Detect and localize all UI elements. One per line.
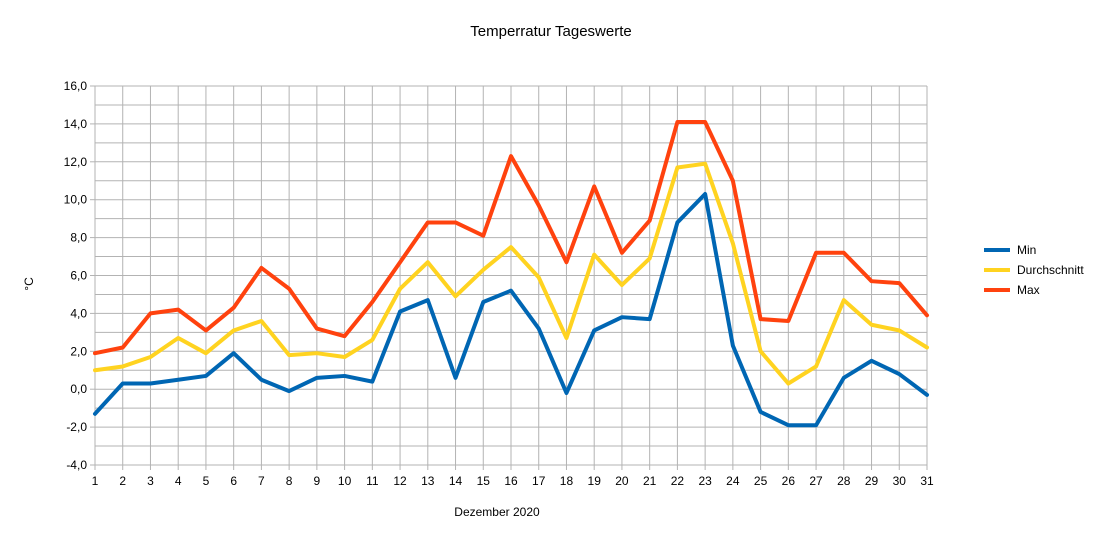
chart-title: Temperratur Tageswerte bbox=[470, 23, 631, 40]
x-tick-label: 3 bbox=[147, 474, 154, 488]
x-tick-label: 30 bbox=[893, 474, 907, 488]
x-tick-label: 14 bbox=[449, 474, 463, 488]
x-tick-label: 6 bbox=[230, 474, 237, 488]
y-axis-label: °C bbox=[22, 277, 36, 291]
series-line-min bbox=[93, 192, 929, 428]
x-tick-label: 16 bbox=[504, 474, 518, 488]
x-tick-label: 9 bbox=[314, 474, 321, 488]
x-tick-label: 15 bbox=[477, 474, 491, 488]
plot-lines bbox=[93, 120, 929, 428]
x-tick-label: 2 bbox=[119, 474, 126, 488]
x-tick-label: 19 bbox=[588, 474, 602, 488]
y-tick-label: 14,0 bbox=[64, 117, 88, 131]
x-tick-label: 1 bbox=[92, 474, 99, 488]
chart-legend: Min Durchschnitt Max bbox=[984, 243, 1084, 297]
x-tick-label: 28 bbox=[837, 474, 851, 488]
y-tick-label: 16,0 bbox=[64, 79, 88, 93]
y-tick-label: 4,0 bbox=[70, 306, 87, 320]
x-tick-label: 29 bbox=[865, 474, 879, 488]
x-tick-label: 26 bbox=[782, 474, 796, 488]
y-axis-ticks: -4,0 -2,0 0,0 2,0 4,0 6,0 8,0 10,0 12,0 14,0 16,0 bbox=[64, 79, 95, 472]
y-tick-label: 12,0 bbox=[64, 155, 88, 169]
x-tick-label: 20 bbox=[615, 474, 629, 488]
x-tick-label: 27 bbox=[809, 474, 823, 488]
x-tick-label: 11 bbox=[366, 474, 379, 488]
x-tick-label: 4 bbox=[175, 474, 182, 488]
y-tick-label: 8,0 bbox=[70, 231, 87, 245]
x-tick-label: 31 bbox=[920, 474, 934, 488]
legend-label: Durchschnitt bbox=[1017, 263, 1084, 277]
legend-label: Min bbox=[1017, 243, 1036, 257]
y-tick-label: 0,0 bbox=[70, 382, 87, 396]
x-tick-label: 18 bbox=[560, 474, 574, 488]
x-tick-label: 21 bbox=[643, 474, 657, 488]
series-line-max bbox=[93, 120, 929, 356]
x-tick-label: 10 bbox=[338, 474, 352, 488]
y-tick-label: -4,0 bbox=[66, 458, 87, 472]
x-tick-label: 23 bbox=[698, 474, 712, 488]
x-tick-label: 22 bbox=[671, 474, 685, 488]
x-tick-label: 17 bbox=[532, 474, 546, 488]
series-line-durchschnitt bbox=[93, 161, 929, 386]
x-tick-label: 7 bbox=[258, 474, 265, 488]
x-tick-label: 25 bbox=[754, 474, 768, 488]
y-tick-label: -2,0 bbox=[66, 420, 87, 434]
y-tick-label: 10,0 bbox=[64, 193, 88, 207]
x-tick-label: 12 bbox=[393, 474, 407, 488]
x-axis-ticks: 1 2 3 4 5 6 7 8 9 10 11 12 13 14 15 16 17 18 19 20 21 22 23 24 2… bbox=[92, 465, 934, 488]
plot-grid bbox=[94, 85, 928, 466]
x-tick-label: 24 bbox=[726, 474, 740, 488]
x-axis-label: Dezember 2020 bbox=[454, 505, 540, 519]
x-tick-label: 5 bbox=[203, 474, 210, 488]
x-tick-label: 8 bbox=[286, 474, 293, 488]
legend-label: Max bbox=[1017, 283, 1040, 297]
y-tick-label: 2,0 bbox=[70, 344, 87, 358]
x-tick-label: 13 bbox=[421, 474, 435, 488]
y-tick-label: 6,0 bbox=[70, 269, 87, 283]
